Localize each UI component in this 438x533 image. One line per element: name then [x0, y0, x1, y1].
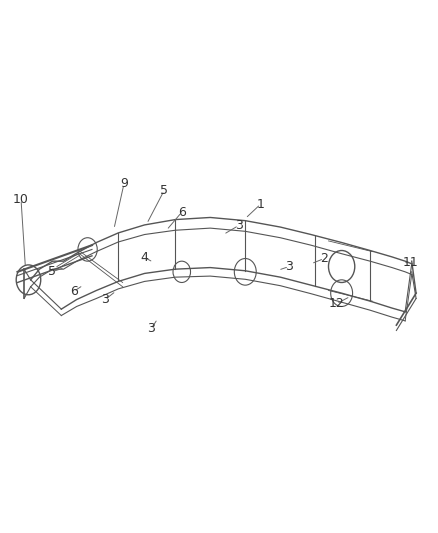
- Text: 11: 11: [403, 256, 419, 269]
- Text: 6: 6: [70, 285, 78, 298]
- Text: 3: 3: [285, 260, 293, 273]
- Text: 3: 3: [147, 322, 155, 335]
- Text: 3: 3: [235, 219, 243, 232]
- Text: 6: 6: [178, 206, 186, 219]
- Text: 1: 1: [257, 198, 265, 211]
- Text: 10: 10: [13, 193, 29, 206]
- Text: 12: 12: [328, 297, 344, 310]
- Text: 9: 9: [120, 177, 128, 190]
- Text: 2: 2: [320, 252, 328, 265]
- Text: 3: 3: [101, 293, 109, 306]
- Text: 5: 5: [48, 265, 56, 278]
- Text: 5: 5: [160, 184, 168, 197]
- Text: 4: 4: [141, 251, 148, 264]
